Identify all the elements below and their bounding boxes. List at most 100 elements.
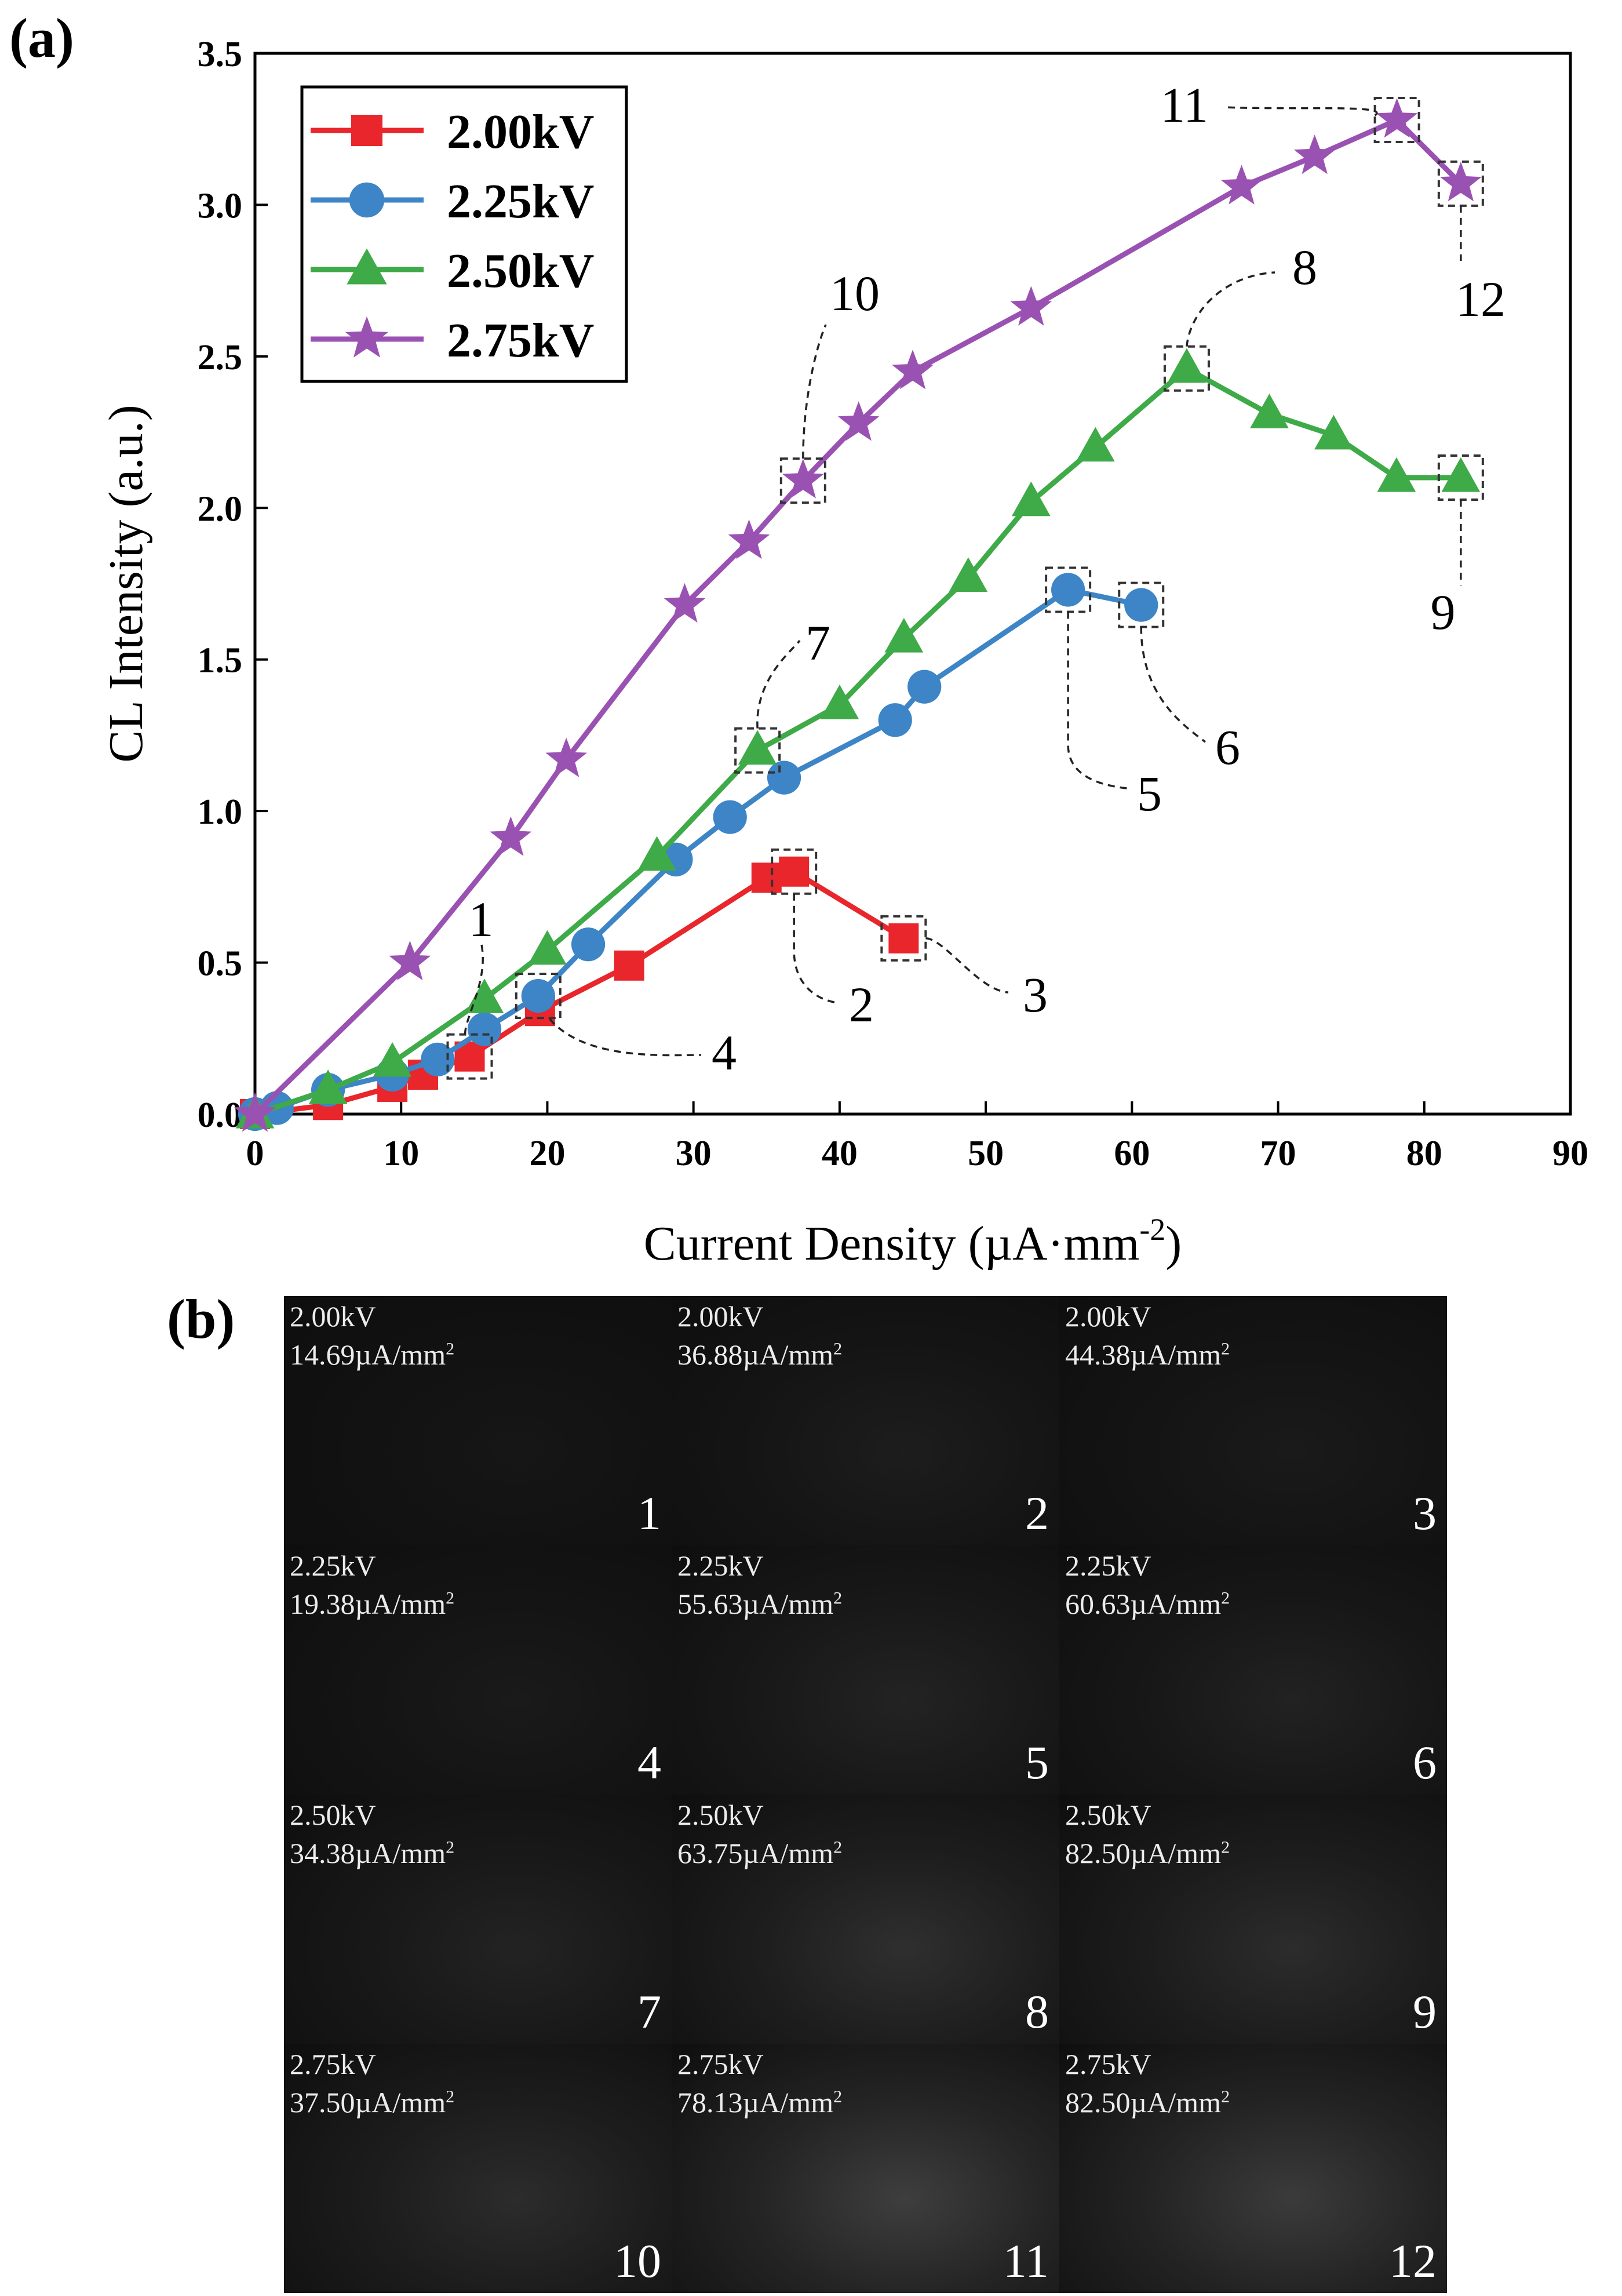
cell-current-density: 14.69µA/mm2: [290, 1340, 454, 1369]
annotation-leader-10: [802, 324, 827, 459]
cell-number: 7: [637, 1985, 661, 2038]
cell-current-density-value: 82.50µA/mm: [1065, 2086, 1222, 2119]
cell-voltage: 2.25kV: [1065, 1549, 1151, 1582]
data-point-200kv: [751, 863, 782, 893]
data-point-250kv: [637, 836, 676, 871]
cell-current-density: 78.13µA/mm2: [677, 2088, 842, 2117]
cell-current-density-value: 36.88µA/mm: [677, 1338, 834, 1371]
cell-current-density-value: 37.50µA/mm: [290, 2086, 446, 2119]
annotation-label-3: 3: [1023, 967, 1048, 1023]
y-tick-label: 0.0: [198, 1096, 243, 1135]
data-point-275kv: [545, 737, 588, 777]
data-point-250kv: [1250, 394, 1289, 428]
data-point-250kv: [1441, 457, 1481, 492]
cell-current-density-value: 78.13µA/mm: [677, 2086, 834, 2119]
cell-current-density: 60.63µA/mm2: [1065, 1589, 1230, 1618]
cell-current-density: 55.63µA/mm2: [677, 1589, 842, 1618]
annotation-leader-6: [1140, 627, 1207, 743]
data-point-275kv: [234, 1092, 276, 1132]
annotation-leader-8: [1186, 271, 1275, 347]
annotation-leader-3: [925, 937, 1009, 994]
y-tick-label: 1.0: [198, 792, 243, 832]
cl-image-cell: 2.25kV 19.38µA/mm2 4: [284, 1545, 672, 1795]
data-point-225kv: [767, 761, 801, 795]
cl-image-cell: 2.50kV 82.50µA/mm2 9: [1059, 1795, 1447, 2044]
data-point-250kv: [373, 1042, 412, 1077]
cell-number: 10: [614, 2235, 661, 2287]
x-axis-title: Current Density (µA·mm-2): [644, 1212, 1182, 1271]
cell-current-density-value: 34.38µA/mm: [290, 1837, 446, 1869]
annotation-leader-4: [549, 1018, 702, 1057]
y-tick-label: 3.5: [198, 35, 243, 74]
data-point-275kv: [892, 350, 934, 390]
x-tick-label: 80: [1406, 1134, 1442, 1173]
cell-unit-superscript: 2: [1221, 2087, 1230, 2106]
x-tick-label: 50: [968, 1134, 1004, 1173]
annotation-label-1: 1: [469, 892, 494, 947]
cell-unit-superscript: 2: [446, 1837, 455, 1857]
cell-voltage: 2.25kV: [677, 1549, 764, 1582]
data-point-250kv: [1167, 348, 1207, 383]
cell-current-density: 63.75µA/mm2: [677, 1839, 842, 1868]
legend-marker-225kv: [349, 182, 385, 218]
data-point-250kv: [528, 930, 567, 965]
cl-image-cell: 2.00kV 14.69µA/mm2 1: [284, 1296, 672, 1545]
annotation-box-3: [880, 915, 927, 962]
x-tick-label: 70: [1260, 1134, 1296, 1173]
cl-image-cell: 2.75kV 37.50µA/mm2 10: [284, 2044, 672, 2293]
cell-unit-superscript: 2: [833, 2087, 843, 2106]
annotation-label-12: 12: [1456, 271, 1506, 327]
legend-label-225kv: 2.25kV: [447, 174, 594, 228]
cell-number: 5: [1025, 1736, 1049, 1789]
y-axis-title: CL Intensity (a.u.): [99, 405, 153, 762]
data-point-275kv: [490, 816, 532, 856]
data-point-275kv: [1293, 134, 1336, 174]
data-point-250kv: [465, 978, 504, 1013]
data-point-225kv: [1051, 573, 1085, 607]
cell-number: 12: [1389, 2235, 1437, 2287]
cell-voltage: 2.75kV: [290, 2048, 376, 2080]
cl-image-cell: 2.25kV 60.63µA/mm2 6: [1059, 1545, 1447, 1795]
legend-marker-200kv: [351, 115, 382, 146]
x-tick-label: 20: [529, 1134, 565, 1173]
data-point-225kv: [421, 1042, 455, 1077]
data-point-225kv: [907, 669, 942, 704]
cell-number: 9: [1413, 1985, 1437, 2038]
cell-current-density-value: 19.38µA/mm: [290, 1588, 446, 1620]
cell-unit-superscript: 2: [446, 1588, 455, 1608]
cell-voltage: 2.75kV: [677, 2048, 764, 2080]
cell-unit-superscript: 2: [1221, 1339, 1230, 1359]
annotation-box-10: [779, 457, 826, 504]
annotation-leader-7: [756, 639, 801, 729]
cell-voltage: 2.00kV: [290, 1300, 376, 1333]
data-point-275kv: [664, 583, 706, 623]
cell-number: 4: [637, 1736, 661, 1789]
data-point-250kv: [884, 618, 924, 653]
cell-voltage: 2.00kV: [1065, 1300, 1151, 1333]
cl-image-cell: 2.25kV 55.63µA/mm2 5: [672, 1545, 1059, 1795]
annotation-label-2: 2: [849, 977, 874, 1032]
cell-current-density-value: 63.75µA/mm: [677, 1837, 834, 1869]
data-point-225kv: [878, 703, 912, 737]
cell-current-density: 36.88µA/mm2: [677, 1340, 842, 1369]
cell-voltage: 2.50kV: [677, 1799, 764, 1831]
panel-b-label: (b): [167, 1288, 235, 1350]
annotation-label-7: 7: [805, 615, 830, 671]
cell-unit-superscript: 2: [833, 1339, 843, 1359]
cell-voltage: 2.50kV: [290, 1799, 376, 1831]
cell-voltage: 2.50kV: [1065, 1799, 1151, 1831]
annotation-label-11: 11: [1160, 77, 1208, 133]
annotation-label-8: 8: [1292, 239, 1317, 295]
annotation-label-4: 4: [712, 1025, 737, 1080]
cell-voltage: 2.25kV: [290, 1549, 376, 1582]
cell-current-density: 37.50µA/mm2: [290, 2088, 454, 2117]
cl-image-cell: 2.00kV 44.38µA/mm2 3: [1059, 1296, 1447, 1545]
cell-voltage: 2.00kV: [677, 1300, 764, 1333]
x-tick-label: 30: [676, 1134, 712, 1173]
cell-current-density-value: 55.63µA/mm: [677, 1588, 834, 1620]
cell-number: 1: [637, 1487, 661, 1540]
x-tick-label: 10: [383, 1134, 419, 1173]
data-point-275kv: [837, 401, 880, 441]
annotation-label-5: 5: [1137, 766, 1162, 821]
cell-unit-superscript: 2: [1221, 1588, 1230, 1608]
